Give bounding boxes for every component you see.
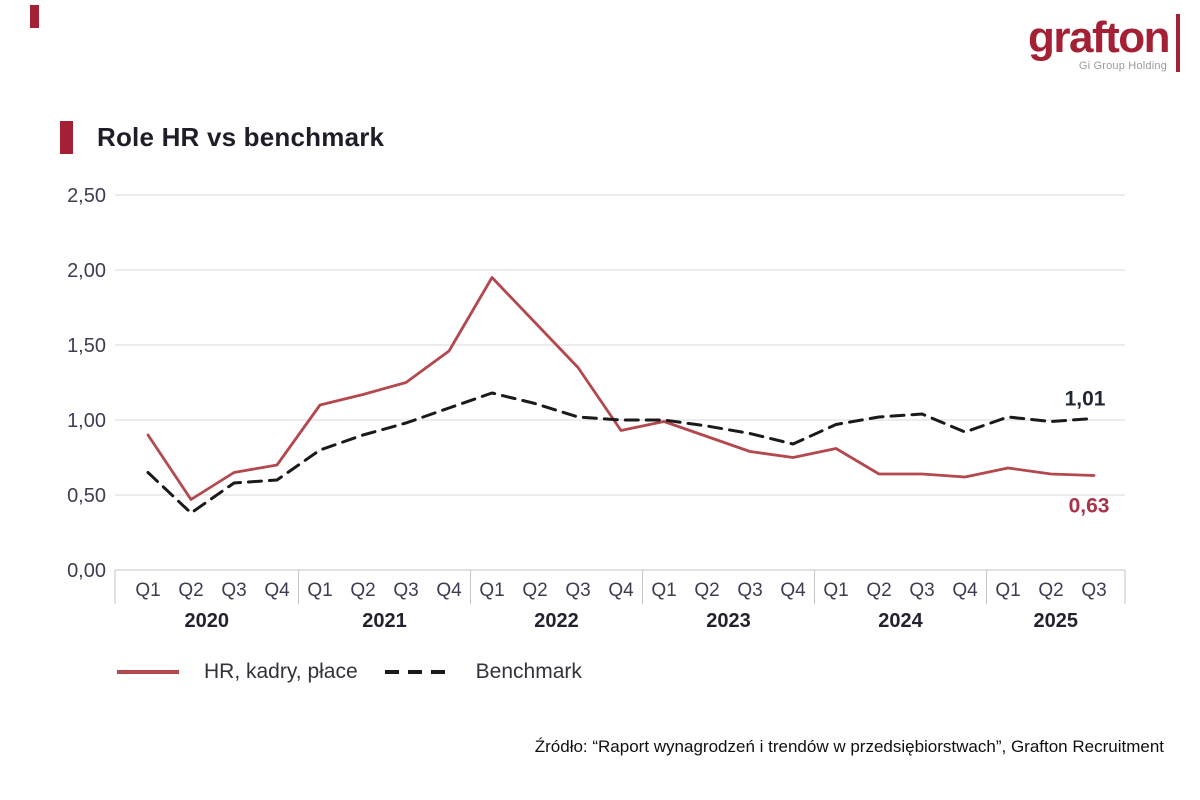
legend-label-hr: HR, kadry, płace — [204, 660, 358, 683]
legend-label-benchmark: Benchmark — [475, 660, 582, 683]
x-tick-label: Q4 — [952, 580, 978, 601]
x-tick-label: Q2 — [350, 580, 375, 601]
series-line-hr — [146, 276, 1096, 501]
y-tick-label: 2,00 — [67, 260, 106, 282]
x-tick-label: Q4 — [780, 580, 806, 601]
year-label: 2022 — [534, 610, 579, 632]
x-tick-label: Q3 — [565, 580, 590, 601]
x-tick-label: Q3 — [221, 580, 246, 601]
corner-accent-bar — [30, 5, 39, 28]
x-tick-label: Q3 — [393, 580, 418, 601]
chart-legend: HR, kadry, płace Benchmark — [117, 658, 582, 686]
x-tick-label: Q1 — [135, 580, 160, 601]
legend-item-benchmark: Benchmark — [384, 660, 582, 684]
x-tick-label: Q1 — [479, 580, 504, 601]
x-tick-label: Q2 — [178, 580, 203, 601]
x-tick-label: Q1 — [995, 580, 1020, 601]
x-tick-label: Q2 — [1038, 580, 1063, 601]
x-tick-label: Q3 — [737, 580, 762, 601]
x-tick-label: Q1 — [823, 580, 848, 601]
logo-divider-bar — [1176, 14, 1180, 72]
x-tick-label: Q3 — [909, 580, 934, 601]
logo-subtext: Gi Group Holding — [1078, 60, 1167, 72]
end-value-label: 1,01 — [1065, 388, 1106, 411]
year-label: 2024 — [878, 610, 923, 632]
logo-row: grafton — [1028, 12, 1180, 72]
x-tick-label: Q3 — [1081, 580, 1106, 601]
x-tick-label: Q4 — [436, 580, 462, 601]
y-tick-label: 0,00 — [67, 560, 106, 582]
year-label: 2023 — [706, 610, 751, 632]
series-line-benchmark — [146, 391, 1096, 515]
logo-wordmark: grafton — [1027, 13, 1171, 62]
year-label: 2025 — [1034, 610, 1079, 632]
y-tick-label: 1,50 — [67, 335, 106, 357]
source-citation: Źródło: “Raport wynagrodzeń i trendów w … — [534, 737, 1164, 756]
x-tick-label: Q1 — [307, 580, 332, 601]
x-tick-label: Q1 — [651, 580, 676, 601]
y-tick-label: 2,50 — [67, 185, 106, 207]
grafton-logo: grafton Gi Group Holding — [1028, 12, 1180, 72]
chart-title-row: Role HR vs benchmark — [60, 121, 384, 154]
legend-item-hr: HR, kadry, płace — [117, 660, 358, 684]
x-tick-label: Q4 — [608, 580, 634, 601]
x-tick-label: Q2 — [522, 580, 547, 601]
legend-swatch-solid-line — [117, 670, 179, 674]
x-tick-label: Q4 — [264, 580, 290, 601]
x-tick-label: Q2 — [866, 580, 891, 601]
legend-swatch-dashed-line — [384, 670, 451, 674]
chart-title: Role HR vs benchmark — [97, 122, 385, 152]
title-accent-bar — [60, 121, 73, 154]
year-label: 2020 — [185, 610, 230, 632]
x-tick-label: Q2 — [694, 580, 719, 601]
y-tick-label: 0,50 — [67, 485, 106, 507]
end-value-label: 0,63 — [1069, 495, 1110, 518]
year-label: 2021 — [362, 610, 407, 632]
y-tick-label: 1,00 — [67, 410, 106, 432]
